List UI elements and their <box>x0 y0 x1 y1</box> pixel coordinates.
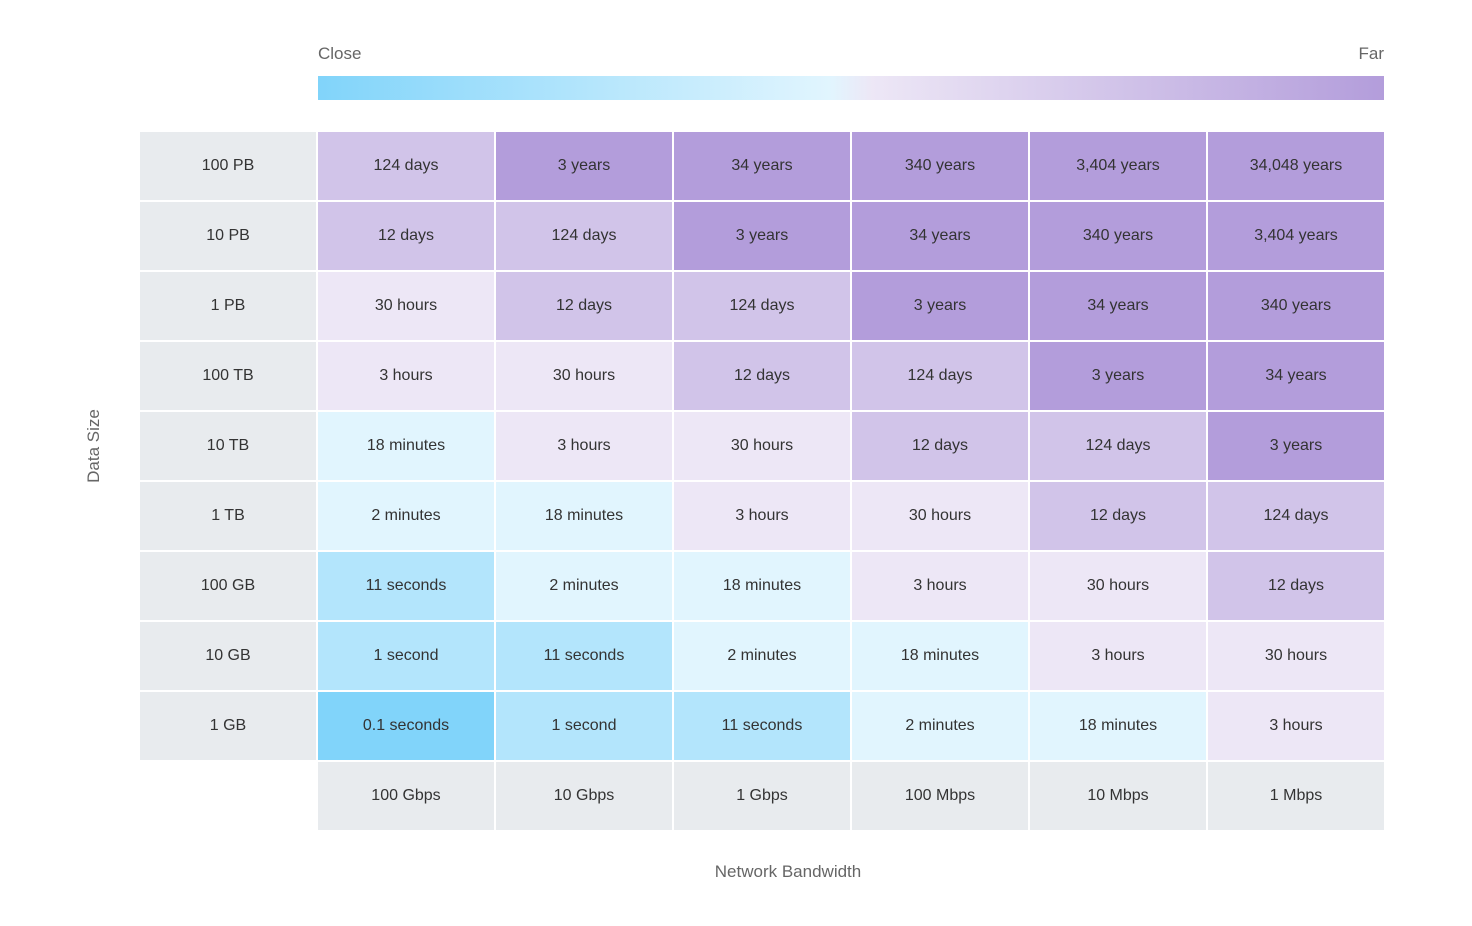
table-cell: 3 hours <box>674 482 850 550</box>
row-label: 10 PB <box>140 202 316 270</box>
table-cell: 3,404 years <box>1208 202 1384 270</box>
table-cell: 2 minutes <box>496 552 672 620</box>
table-cell: 3 years <box>1030 342 1206 410</box>
table-cell: 124 days <box>496 202 672 270</box>
table-cell: 2 minutes <box>318 482 494 550</box>
column-label: 10 Mbps <box>1030 762 1206 830</box>
table-cell: 18 minutes <box>674 552 850 620</box>
table-cell: 30 hours <box>852 482 1028 550</box>
table-cell: 3 hours <box>1208 692 1384 760</box>
table-cell: 18 minutes <box>852 622 1028 690</box>
table-cell: 34 years <box>852 202 1028 270</box>
table-cell: 0.1 seconds <box>318 692 494 760</box>
table-cell: 3 hours <box>852 552 1028 620</box>
legend-gradient <box>318 76 1384 100</box>
row-label: 100 PB <box>140 132 316 200</box>
table-cell: 124 days <box>852 342 1028 410</box>
table-cell: 18 minutes <box>318 412 494 480</box>
table-cell: 34 years <box>1030 272 1206 340</box>
row-label: 100 TB <box>140 342 316 410</box>
table-cell: 34 years <box>1208 342 1384 410</box>
table-cell: 340 years <box>1030 202 1206 270</box>
row-label: 10 TB <box>140 412 316 480</box>
column-label: 10 Gbps <box>496 762 672 830</box>
table-cell: 3 years <box>496 132 672 200</box>
table-cell: 3,404 years <box>1030 132 1206 200</box>
column-label: 1 Gbps <box>674 762 850 830</box>
row-label: 1 TB <box>140 482 316 550</box>
table-cell: 12 days <box>1208 552 1384 620</box>
legend-high: Far <box>1358 44 1385 63</box>
table-cell: 340 years <box>852 132 1028 200</box>
table-cell: 12 days <box>318 202 494 270</box>
y-axis-label: Data Size <box>84 409 103 483</box>
table-cell: 11 seconds <box>674 692 850 760</box>
table-cell: 3 hours <box>1030 622 1206 690</box>
table-cell: 30 hours <box>496 342 672 410</box>
table-cell: 18 minutes <box>1030 692 1206 760</box>
table-cell: 124 days <box>318 132 494 200</box>
table-cell: 124 days <box>1208 482 1384 550</box>
table-cell: 3 years <box>852 272 1028 340</box>
table-cell: 124 days <box>1030 412 1206 480</box>
column-label: 100 Gbps <box>318 762 494 830</box>
legend-low: Close <box>318 44 362 63</box>
table-cell: 30 hours <box>1030 552 1206 620</box>
table-cell: 34 years <box>674 132 850 200</box>
table-cell: 3 hours <box>496 412 672 480</box>
table-cell: 124 days <box>674 272 850 340</box>
table-cell: 12 days <box>496 272 672 340</box>
row-label: 10 GB <box>140 622 316 690</box>
table-cell: 30 hours <box>318 272 494 340</box>
table-cell: 1 second <box>496 692 672 760</box>
row-label: 100 GB <box>140 552 316 620</box>
column-label: 100 Mbps <box>852 762 1028 830</box>
table-cell: 30 hours <box>674 412 850 480</box>
table-cell: 12 days <box>674 342 850 410</box>
row-label: 1 GB <box>140 692 316 760</box>
table-cell: 11 seconds <box>496 622 672 690</box>
table-cell: 3 years <box>1208 412 1384 480</box>
table-cell: 12 days <box>852 412 1028 480</box>
table-cell: 34,048 years <box>1208 132 1384 200</box>
table-cell: 3 years <box>674 202 850 270</box>
table-cell: 12 days <box>1030 482 1206 550</box>
table-cell: 30 hours <box>1208 622 1384 690</box>
table-cell: 2 minutes <box>852 692 1028 760</box>
table-cell: 3 hours <box>318 342 494 410</box>
table-cell: 11 seconds <box>318 552 494 620</box>
table-cell: 18 minutes <box>496 482 672 550</box>
table-cell: 1 second <box>318 622 494 690</box>
table-cell: 340 years <box>1208 272 1384 340</box>
x-axis-label: Network Bandwidth <box>714 862 862 881</box>
column-label: 1 Mbps <box>1208 762 1384 830</box>
table-cell: 2 minutes <box>674 622 850 690</box>
row-label: 1 PB <box>140 272 316 340</box>
